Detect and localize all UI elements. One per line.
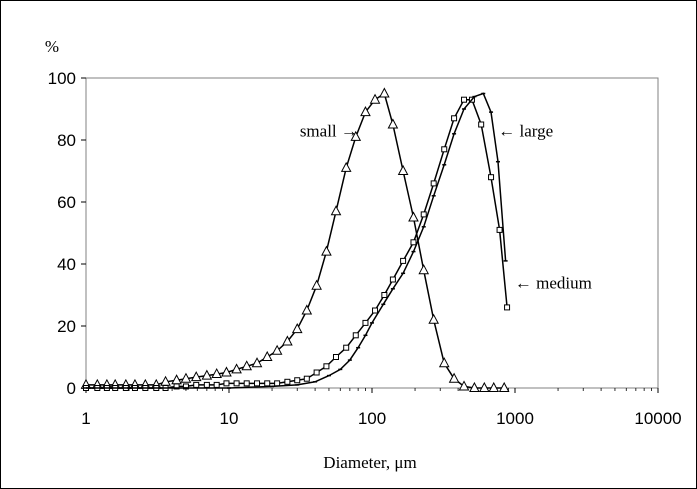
data-point-medium <box>343 344 350 351</box>
series-line-small <box>86 92 505 389</box>
data-point-medium <box>213 381 220 388</box>
y-tick-label: 60 <box>57 193 76 212</box>
data-point-small <box>438 357 450 368</box>
x-axis-label: Diameter, μm <box>323 453 416 472</box>
data-point-medium <box>496 226 503 233</box>
data-point-small <box>387 118 399 129</box>
data-point-small <box>261 350 273 361</box>
data-point-medium <box>193 381 200 388</box>
data-point-medium <box>313 369 320 376</box>
data-point-medium <box>362 319 369 326</box>
data-point-small <box>190 371 202 382</box>
data-point-medium <box>352 332 359 339</box>
y-tick-label: 100 <box>48 69 76 88</box>
y-tick-label: 80 <box>57 131 76 150</box>
data-point-small <box>340 161 352 172</box>
data-point-small <box>201 369 213 380</box>
data-point-medium <box>323 363 330 370</box>
data-point-small <box>478 381 490 392</box>
x-tick-label: 100 <box>358 409 386 428</box>
data-point-medium <box>233 380 240 387</box>
y-axis-label: % <box>45 37 59 56</box>
data-point-medium <box>488 174 495 181</box>
data-point-small <box>291 323 303 334</box>
annotation-label: ← large <box>498 122 553 141</box>
data-point-small <box>231 363 242 374</box>
data-point-medium <box>420 211 427 218</box>
data-point-small <box>360 106 371 117</box>
x-tick-label: 1 <box>81 409 90 428</box>
data-point-small <box>469 381 480 392</box>
data-point-medium <box>223 380 230 387</box>
data-point-medium <box>284 378 291 385</box>
data-point-medium <box>400 257 407 264</box>
series-line-medium <box>86 98 508 389</box>
data-point-small <box>251 357 263 368</box>
annotation-label: ← medium <box>515 274 592 293</box>
data-point-medium <box>243 380 250 387</box>
y-tick-label: 40 <box>57 255 76 274</box>
data-point-medium <box>294 377 301 384</box>
data-point-medium <box>182 383 189 390</box>
y-tick-label: 20 <box>57 317 76 336</box>
data-point-medium <box>274 380 281 387</box>
data-point-small <box>350 130 362 141</box>
data-point-medium <box>504 304 511 311</box>
data-point-small <box>498 381 510 392</box>
data-point-small <box>397 164 409 175</box>
data-point-medium <box>381 292 388 298</box>
data-point-medium <box>389 276 396 283</box>
data-point-small <box>271 344 283 355</box>
data-point-medium <box>441 146 448 153</box>
data-point-small <box>448 372 460 383</box>
data-point-small <box>221 366 232 377</box>
data-point-small <box>458 380 470 391</box>
data-point-medium <box>451 115 458 122</box>
data-point-small <box>379 87 390 98</box>
data-point-medium <box>478 121 485 128</box>
data-point-medium <box>173 383 180 390</box>
data-point-small <box>330 205 342 216</box>
data-point-medium <box>203 381 210 388</box>
data-point-small <box>418 264 430 275</box>
data-point-medium <box>254 380 261 387</box>
data-point-medium <box>410 239 417 246</box>
x-tick-label: 10 <box>220 409 239 428</box>
data-point-small <box>282 335 293 346</box>
data-point-small <box>321 245 332 256</box>
data-point-medium <box>430 180 437 187</box>
data-point-medium <box>303 375 310 382</box>
plot-area <box>85 77 659 389</box>
data-point-small <box>241 360 253 371</box>
y-tick-label: 0 <box>67 379 76 398</box>
x-tick-label: 10000 <box>634 409 681 428</box>
data-point-medium <box>372 307 379 314</box>
data-point-medium <box>264 380 271 387</box>
annotation-label: small → <box>300 122 358 141</box>
data-point-small <box>428 313 440 324</box>
series-line-large <box>86 92 507 389</box>
data-point-small <box>369 93 381 104</box>
data-point-small <box>408 211 419 222</box>
data-point-medium <box>461 96 468 103</box>
x-tick-label: 1000 <box>496 409 534 428</box>
data-point-small <box>488 381 500 392</box>
data-point-small <box>180 372 192 383</box>
data-point-small <box>301 304 313 315</box>
data-point-small <box>211 367 223 379</box>
data-point-medium <box>332 354 339 360</box>
data-point-small <box>311 279 322 290</box>
